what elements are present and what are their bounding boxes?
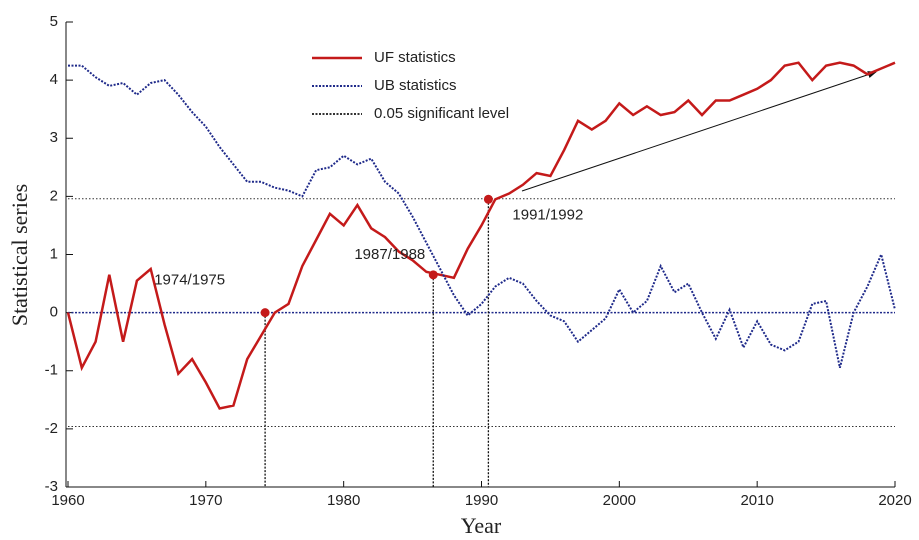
legend-label: UF statistics (374, 49, 456, 66)
x-tick-label: 2000 (603, 492, 636, 509)
y-tick-label: 4 (50, 71, 58, 88)
y-tick-label: 3 (50, 129, 58, 146)
change-point (260, 308, 270, 318)
x-tick-label: 1980 (327, 492, 360, 509)
y-tick-label: 2 (50, 187, 58, 204)
legend-label: UB statistics (374, 77, 457, 94)
x-tick-label: 1990 (465, 492, 498, 509)
trend-arrow (521, 71, 877, 192)
legend-label: 0.05 significant level (374, 105, 509, 122)
change-point-label: 1991/1992 (512, 206, 583, 223)
change-point (428, 270, 438, 280)
series-line (68, 64, 896, 369)
y-tick-label: 0 (50, 304, 58, 321)
x-tick-label: 1960 (51, 492, 84, 509)
x-tick-label: 1970 (189, 492, 222, 509)
x-axis-label: Year (461, 513, 502, 538)
series-line (66, 61, 896, 410)
y-tick-label: -3 (45, 478, 58, 495)
change-point-label: 1974/1975 (154, 272, 225, 289)
y-tick-label: -2 (45, 420, 58, 437)
y-tick-label: -1 (45, 362, 58, 379)
y-axis-label: Statistical series (7, 184, 32, 326)
x-tick-label: 2020 (878, 492, 911, 509)
y-tick-label: 1 (50, 245, 58, 262)
change-point-label: 1987/1988 (354, 246, 425, 263)
x-tick-label: 2010 (740, 492, 773, 509)
y-tick-label: 5 (50, 13, 58, 30)
change-point (483, 194, 493, 204)
